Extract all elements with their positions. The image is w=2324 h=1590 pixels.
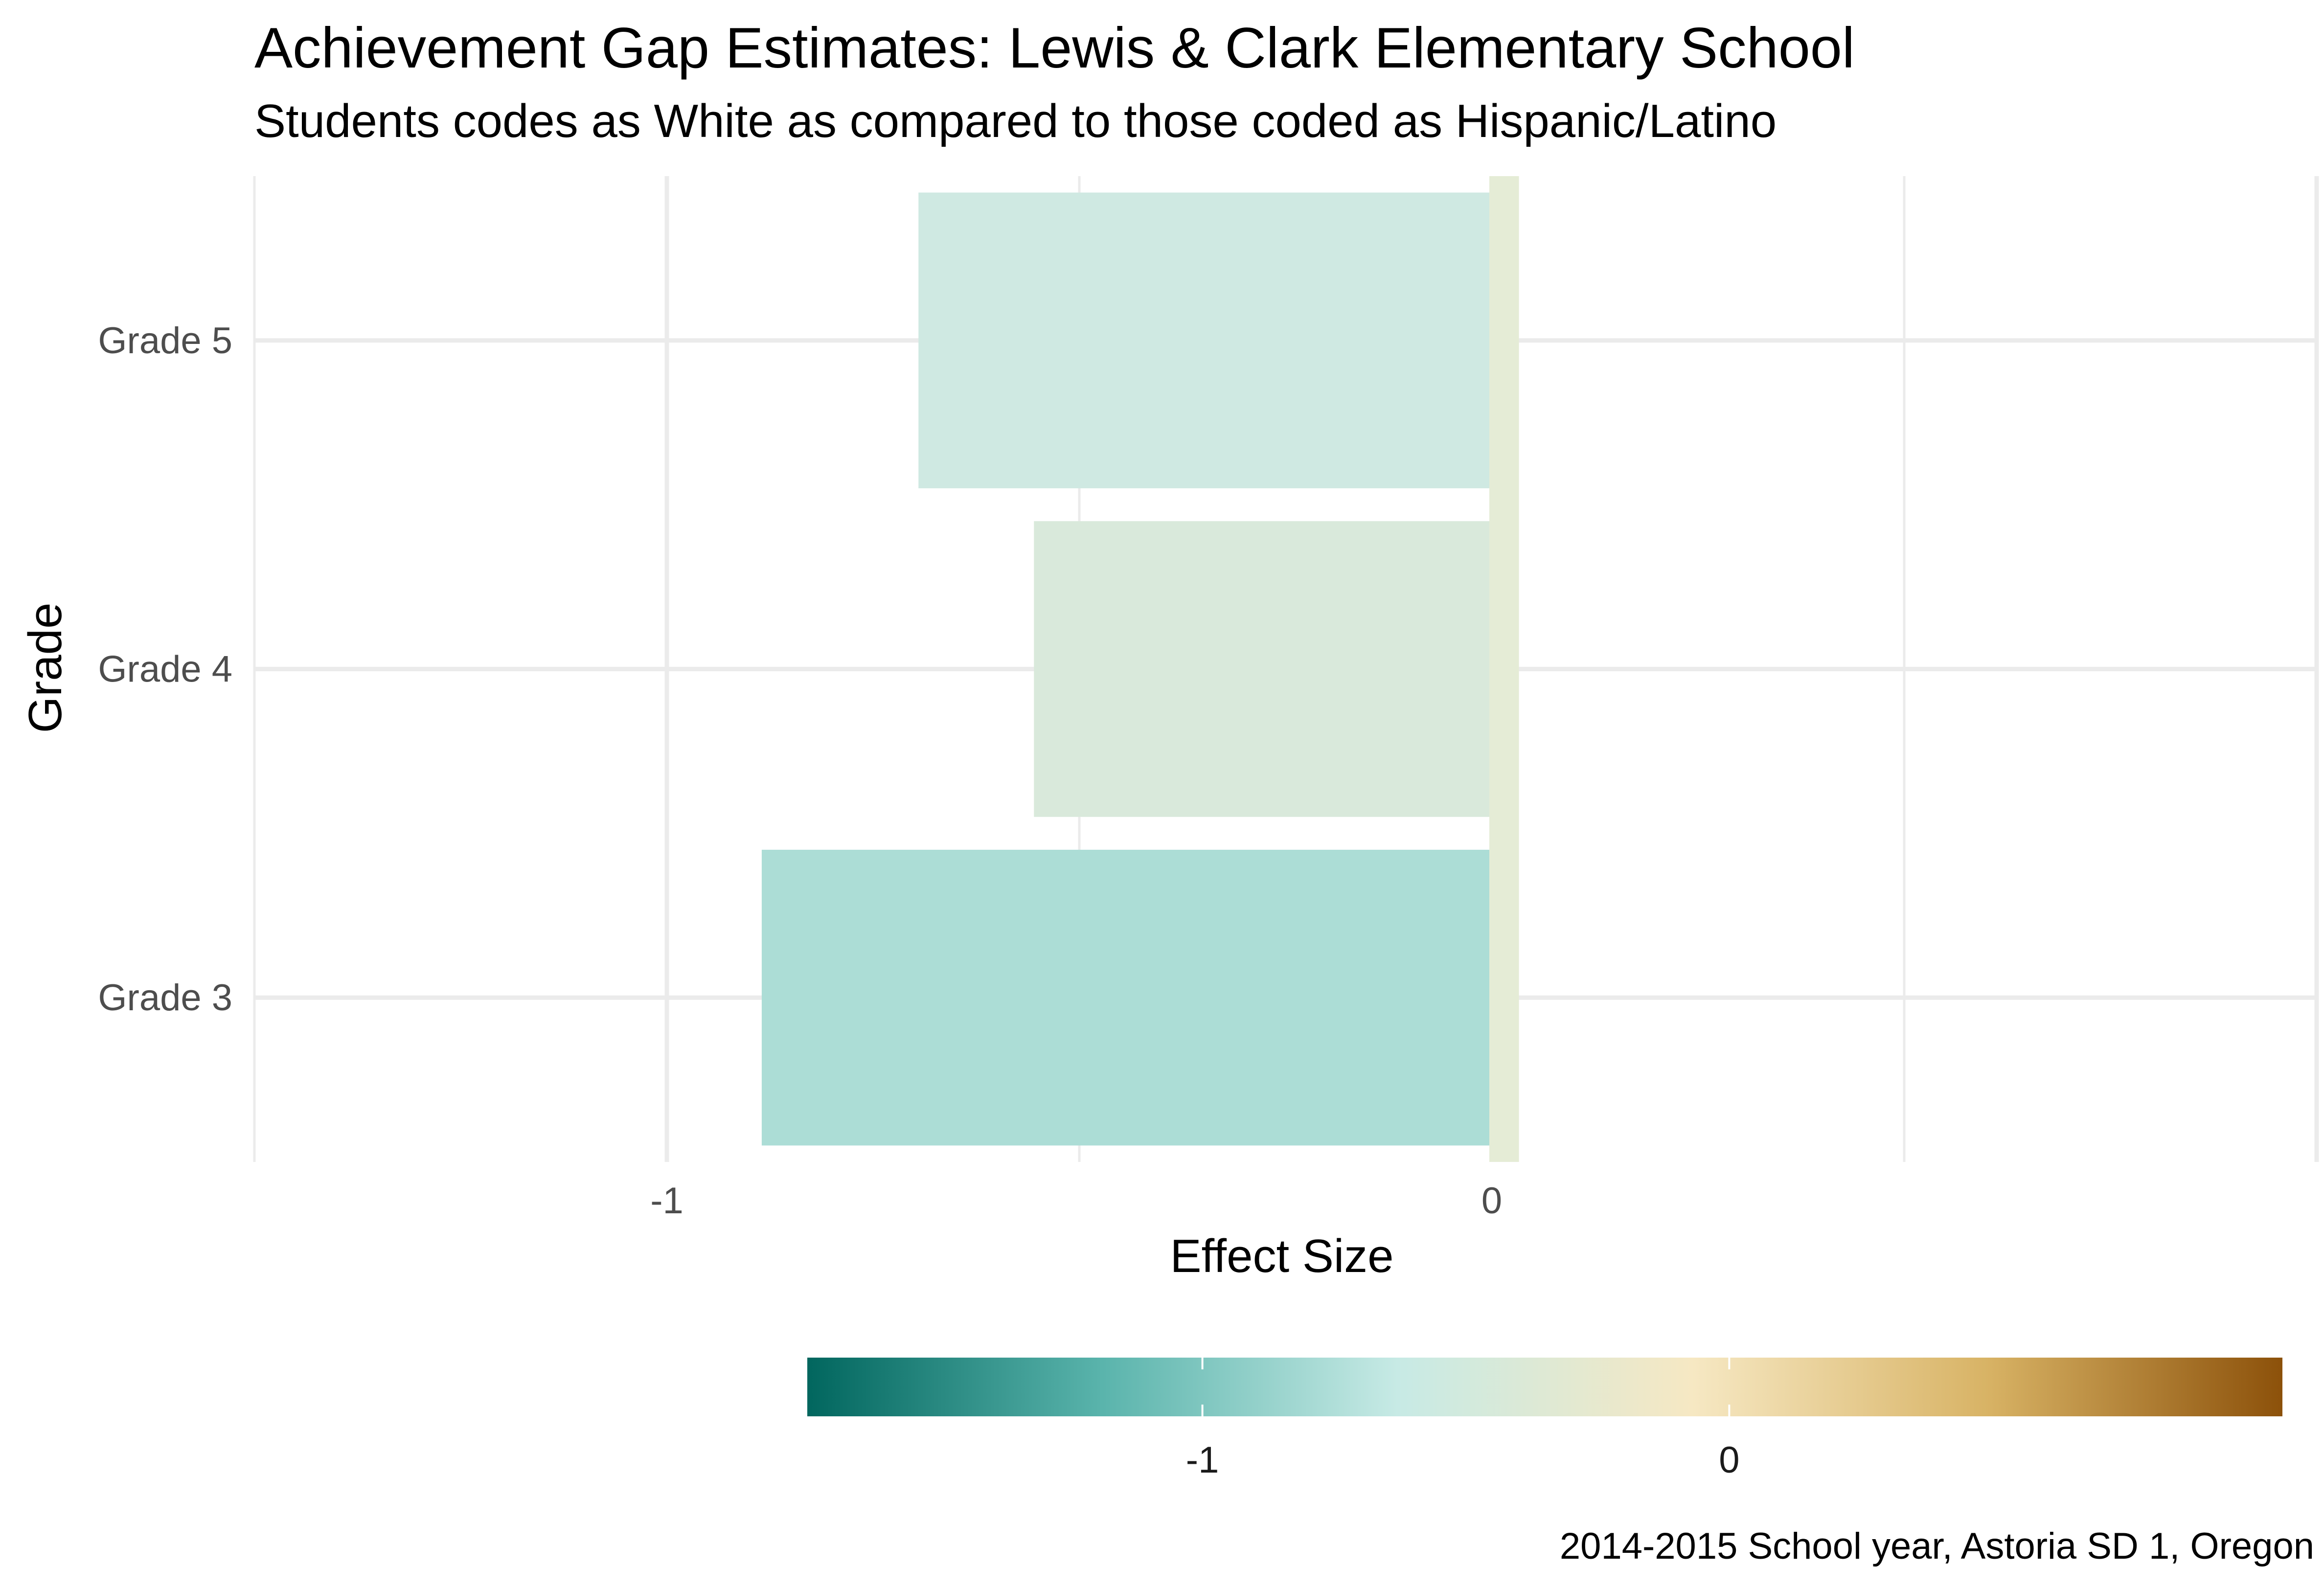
axis-ticks: -1 0 Grade 3 Grade 4 Grade 5 xyxy=(98,320,1502,1222)
bars xyxy=(761,176,1519,1162)
colorbar-legend: -1 0 xyxy=(807,1358,2282,1481)
zero-bar xyxy=(1489,176,1519,1162)
bar-grade-3 xyxy=(761,849,1492,1146)
bar-grade-5 xyxy=(918,192,1492,489)
colorbar xyxy=(807,1358,2282,1416)
colorbar-tick-label: 0 xyxy=(1719,1439,1739,1481)
y-axis-title: Grade xyxy=(19,603,71,733)
chart-subtitle: Students codes as White as compared to t… xyxy=(254,95,1777,147)
x-axis-title: Effect Size xyxy=(1170,1230,1393,1282)
y-tick-label: Grade 5 xyxy=(98,320,232,362)
colorbar-tick-label: -1 xyxy=(1186,1439,1219,1481)
bar-grade-4 xyxy=(1034,521,1492,817)
x-tick-label: -1 xyxy=(650,1180,684,1222)
chart-caption: 2014-2015 School year, Astoria SD 1, Ore… xyxy=(1559,1525,2314,1567)
y-tick-label: Grade 3 xyxy=(98,977,232,1019)
chart-title: Achievement Gap Estimates: Lewis & Clark… xyxy=(254,16,1855,80)
y-tick-label: Grade 4 xyxy=(98,649,232,690)
x-tick-label: 0 xyxy=(1481,1180,1502,1222)
